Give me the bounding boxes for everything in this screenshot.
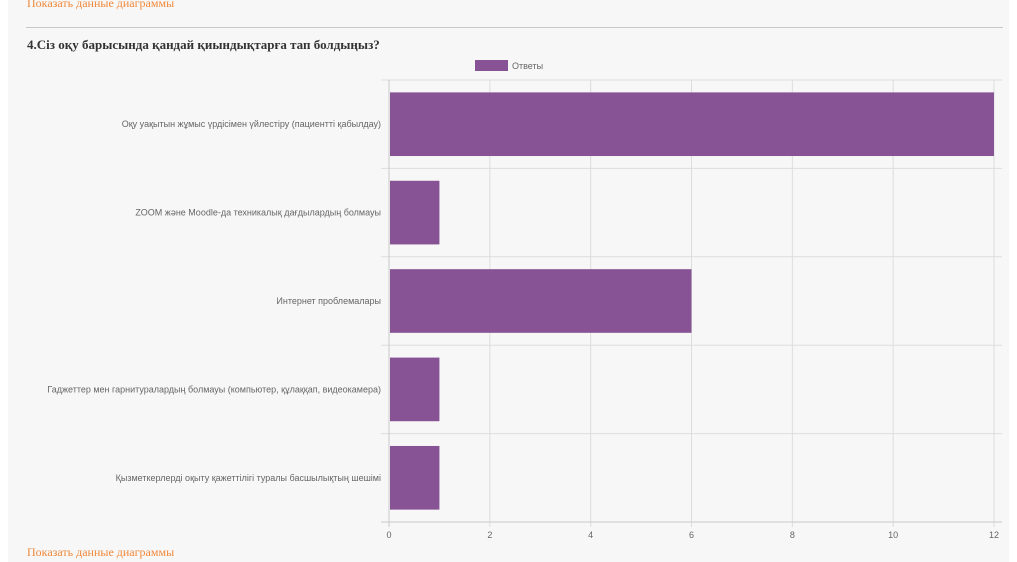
- category-label: Қызметкерлерді оқыту қажеттілігі туралы …: [116, 473, 381, 483]
- show-chart-data-link-top[interactable]: Показать данные диаграммы: [27, 0, 175, 10]
- bar: [390, 445, 440, 510]
- category-label: Оқу уақытын жұмыс үрдісімен үйлестіру (п…: [122, 119, 381, 129]
- bar: [390, 357, 440, 422]
- x-tick-label: 6: [689, 530, 694, 540]
- bar: [390, 180, 440, 245]
- legend-label: Ответы: [512, 61, 543, 71]
- x-tick-label: 10: [888, 530, 898, 540]
- x-tick-label: 2: [487, 530, 492, 540]
- bar: [390, 92, 994, 157]
- bar: [390, 269, 692, 333]
- x-tick-label: 8: [790, 530, 795, 540]
- legend-swatch: [475, 60, 508, 71]
- question-title: 4.Сіз оқу барысында қандай қиындықтарға …: [27, 37, 380, 52]
- divider: [26, 27, 1003, 28]
- x-tick-label: 12: [989, 530, 999, 540]
- category-label: Интернет проблемалары: [276, 296, 381, 306]
- category-label: Гаджеттер мен гарнитуралардың болмауы (к…: [47, 384, 381, 394]
- show-chart-data-link-bottom[interactable]: Показать данные диаграммы: [27, 545, 175, 559]
- category-label: ZOOM және Moodle-да техникалық дағдылард…: [135, 208, 381, 218]
- x-tick-label: 4: [588, 530, 593, 540]
- x-tick-label: 0: [386, 530, 391, 540]
